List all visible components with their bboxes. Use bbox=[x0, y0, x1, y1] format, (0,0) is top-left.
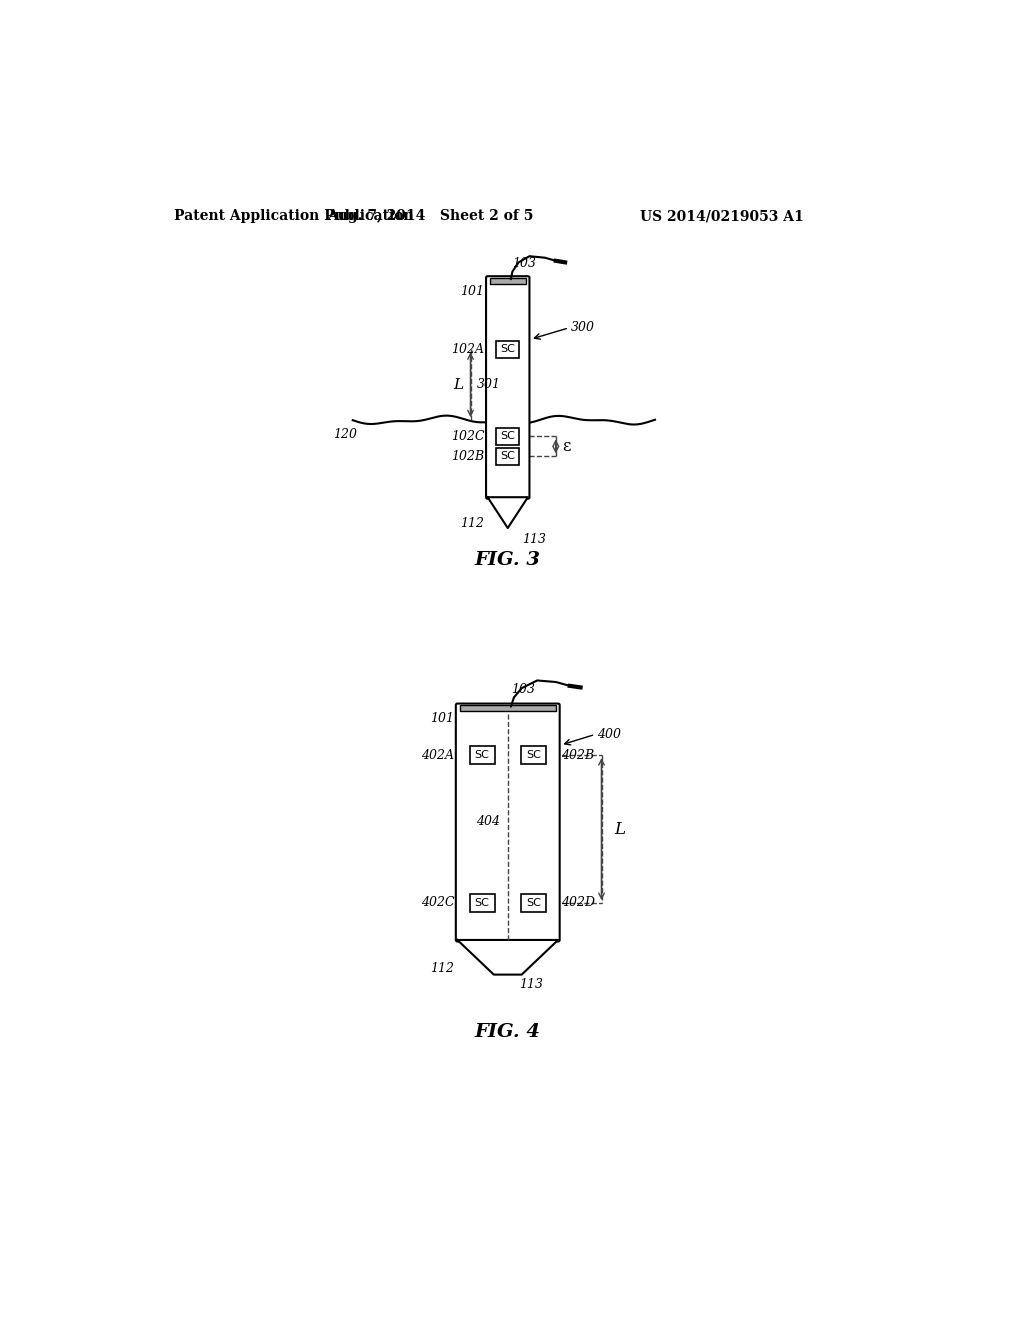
FancyBboxPatch shape bbox=[456, 704, 560, 941]
Text: US 2014/0219053 A1: US 2014/0219053 A1 bbox=[640, 209, 803, 223]
Text: 120: 120 bbox=[333, 428, 356, 441]
Bar bbox=[496, 341, 519, 358]
Text: 301: 301 bbox=[477, 379, 501, 391]
Bar bbox=[521, 894, 546, 912]
Text: ε: ε bbox=[562, 438, 570, 455]
Text: 400: 400 bbox=[597, 727, 621, 741]
Polygon shape bbox=[487, 498, 528, 528]
Bar bbox=[521, 746, 546, 764]
Text: L: L bbox=[453, 378, 463, 392]
Bar bbox=[489, 277, 525, 284]
Text: Aug. 7, 2014   Sheet 2 of 5: Aug. 7, 2014 Sheet 2 of 5 bbox=[327, 209, 534, 223]
Text: 102A: 102A bbox=[452, 343, 484, 356]
Text: 112: 112 bbox=[461, 517, 484, 529]
Bar bbox=[496, 447, 519, 465]
Text: 103: 103 bbox=[511, 684, 535, 696]
Bar bbox=[496, 428, 519, 445]
Text: SC: SC bbox=[526, 750, 541, 760]
Text: 402A: 402A bbox=[421, 748, 455, 762]
Text: 113: 113 bbox=[521, 533, 546, 545]
Text: 112: 112 bbox=[430, 962, 455, 975]
Text: SC: SC bbox=[501, 451, 515, 462]
Text: Patent Application Publication: Patent Application Publication bbox=[174, 209, 414, 223]
Text: 101: 101 bbox=[430, 713, 455, 726]
FancyBboxPatch shape bbox=[486, 276, 529, 499]
Text: SC: SC bbox=[475, 898, 489, 908]
Text: FIG. 4: FIG. 4 bbox=[475, 1023, 541, 1041]
Text: SC: SC bbox=[526, 898, 541, 908]
Text: 402B: 402B bbox=[561, 748, 594, 762]
Text: L: L bbox=[614, 821, 625, 838]
Text: FIG. 3: FIG. 3 bbox=[475, 552, 541, 569]
Text: 103: 103 bbox=[512, 257, 537, 271]
Text: 102B: 102B bbox=[452, 450, 484, 463]
Text: SC: SC bbox=[501, 432, 515, 441]
Polygon shape bbox=[458, 940, 558, 974]
Text: SC: SC bbox=[501, 345, 515, 354]
Text: 113: 113 bbox=[519, 978, 544, 991]
Bar bbox=[460, 705, 556, 711]
Text: 300: 300 bbox=[570, 321, 595, 334]
Text: SC: SC bbox=[475, 750, 489, 760]
Text: 102C: 102C bbox=[451, 430, 484, 444]
Text: 101: 101 bbox=[461, 285, 484, 298]
Bar bbox=[470, 894, 495, 912]
Bar bbox=[470, 746, 495, 764]
Text: 402D: 402D bbox=[561, 896, 595, 909]
Text: 404: 404 bbox=[476, 814, 500, 828]
Text: 402C: 402C bbox=[421, 896, 455, 909]
